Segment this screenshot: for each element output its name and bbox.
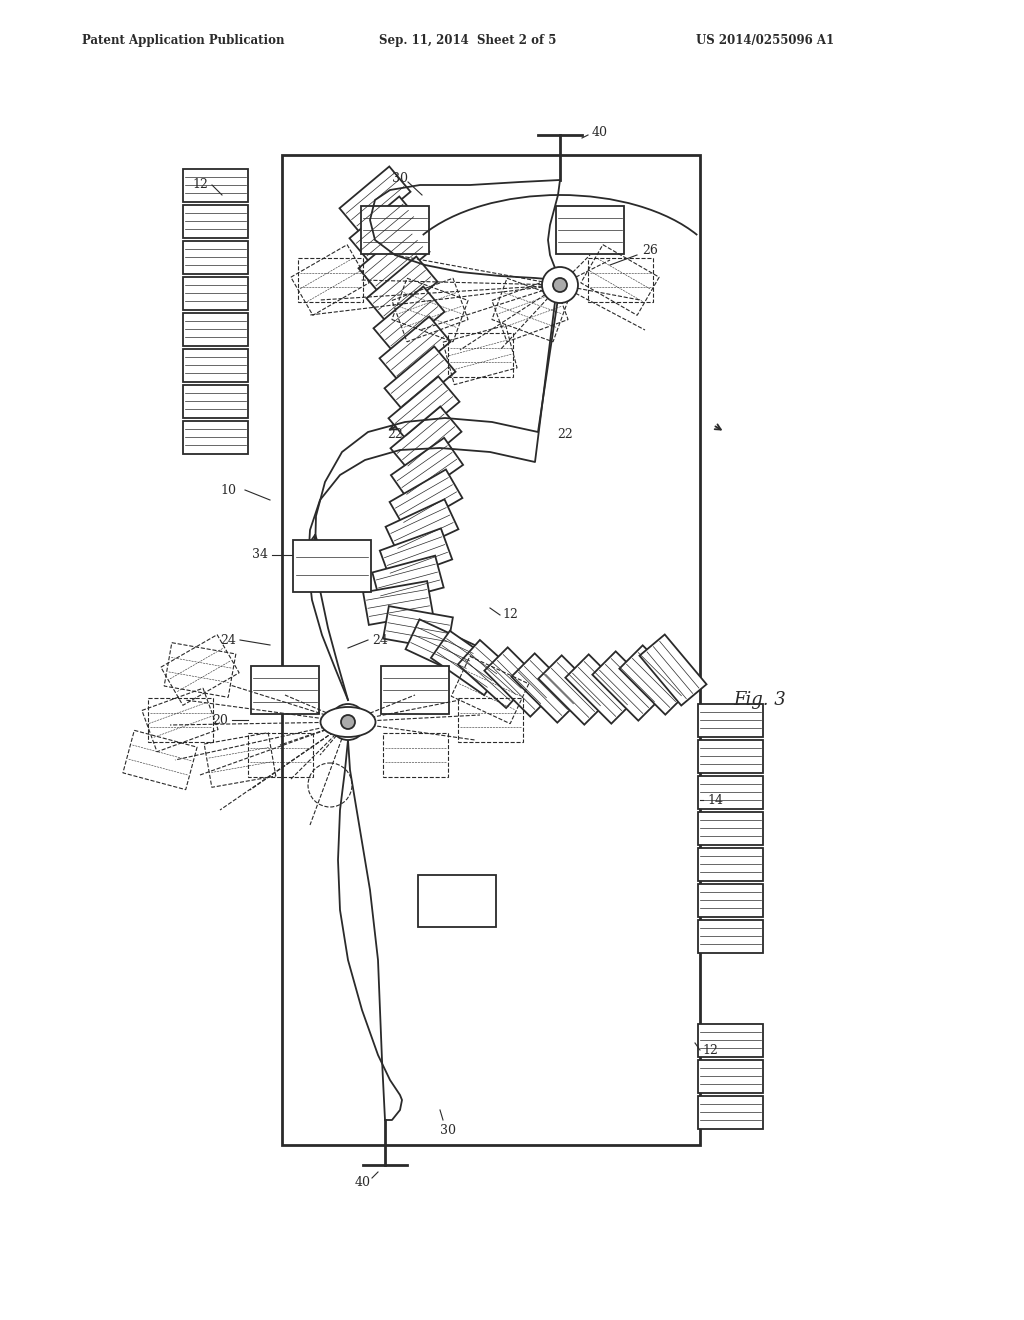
Bar — [182, 348, 248, 381]
Text: Sep. 11, 2014  Sheet 2 of 5: Sep. 11, 2014 Sheet 2 of 5 — [379, 33, 556, 46]
Bar — [361, 206, 429, 253]
Bar — [182, 205, 248, 238]
Bar — [374, 286, 444, 354]
Text: 24: 24 — [220, 634, 236, 647]
Bar — [620, 645, 689, 714]
Bar — [182, 240, 248, 273]
Bar — [123, 730, 197, 789]
Bar — [293, 540, 371, 591]
Bar — [182, 313, 248, 346]
Bar — [452, 656, 528, 723]
Text: 30: 30 — [440, 1123, 456, 1137]
Bar — [588, 257, 652, 302]
Text: 20: 20 — [212, 714, 228, 726]
Bar — [406, 619, 478, 677]
Bar — [639, 635, 707, 705]
Text: US 2014/0255096 A1: US 2014/0255096 A1 — [696, 33, 835, 46]
Bar — [364, 581, 433, 624]
Bar — [380, 317, 451, 384]
Bar — [182, 384, 248, 417]
Bar — [358, 227, 429, 293]
Bar — [204, 733, 275, 787]
Bar — [291, 244, 369, 315]
Bar — [161, 635, 240, 705]
Bar — [697, 1060, 763, 1093]
Text: 10: 10 — [220, 483, 236, 496]
Bar — [447, 333, 512, 378]
Bar — [349, 197, 421, 264]
Bar — [484, 647, 554, 717]
Circle shape — [330, 704, 366, 741]
Bar — [556, 206, 624, 253]
Text: 24: 24 — [372, 634, 388, 647]
Text: 30: 30 — [392, 172, 408, 185]
Text: Fig. 3: Fig. 3 — [733, 690, 786, 709]
Bar — [418, 875, 496, 927]
Bar — [298, 257, 362, 302]
Bar — [386, 499, 459, 557]
Bar — [697, 739, 763, 772]
Text: 34: 34 — [252, 549, 268, 561]
Bar — [384, 346, 456, 413]
Text: 40: 40 — [355, 1176, 371, 1188]
Bar — [388, 376, 460, 444]
Bar — [389, 470, 463, 531]
Bar — [697, 883, 763, 916]
Bar — [147, 698, 213, 742]
Bar — [492, 279, 568, 342]
Bar — [392, 279, 468, 342]
Circle shape — [341, 715, 355, 729]
Bar — [697, 1096, 763, 1129]
Bar — [431, 631, 503, 696]
Bar — [381, 667, 449, 714]
Bar — [458, 640, 528, 708]
Bar — [539, 655, 607, 725]
Bar — [282, 154, 700, 1144]
Bar — [592, 651, 662, 721]
Bar — [182, 169, 248, 202]
Text: 22: 22 — [557, 429, 572, 441]
Bar — [248, 733, 312, 777]
Bar — [251, 667, 319, 714]
Text: 14: 14 — [707, 793, 723, 807]
Bar — [697, 920, 763, 953]
Text: 22: 22 — [387, 429, 402, 441]
Circle shape — [542, 267, 578, 304]
Bar — [458, 698, 522, 742]
Bar — [697, 704, 763, 737]
Bar — [697, 1023, 763, 1056]
Bar — [565, 655, 635, 723]
Bar — [392, 279, 468, 342]
Bar — [380, 528, 453, 582]
Text: 40: 40 — [592, 125, 608, 139]
Bar — [581, 244, 659, 315]
Bar — [443, 325, 517, 384]
Text: 12: 12 — [193, 178, 208, 191]
Bar — [383, 606, 453, 649]
Text: Patent Application Publication: Patent Application Publication — [82, 33, 285, 46]
Bar — [697, 812, 763, 845]
Text: 12: 12 — [702, 1044, 718, 1056]
Ellipse shape — [321, 708, 376, 737]
Bar — [511, 653, 581, 722]
Bar — [182, 276, 248, 309]
Circle shape — [553, 279, 567, 292]
Bar — [164, 643, 236, 697]
Bar — [142, 688, 218, 752]
Bar — [340, 166, 411, 234]
Bar — [182, 421, 248, 454]
Bar — [383, 733, 447, 777]
Text: 26: 26 — [642, 243, 658, 256]
Text: 12: 12 — [502, 609, 518, 622]
Bar — [697, 776, 763, 808]
Bar — [390, 407, 462, 474]
Bar — [697, 847, 763, 880]
Bar — [391, 438, 463, 502]
Bar — [373, 556, 443, 605]
Bar — [492, 279, 568, 342]
Bar — [367, 256, 437, 323]
